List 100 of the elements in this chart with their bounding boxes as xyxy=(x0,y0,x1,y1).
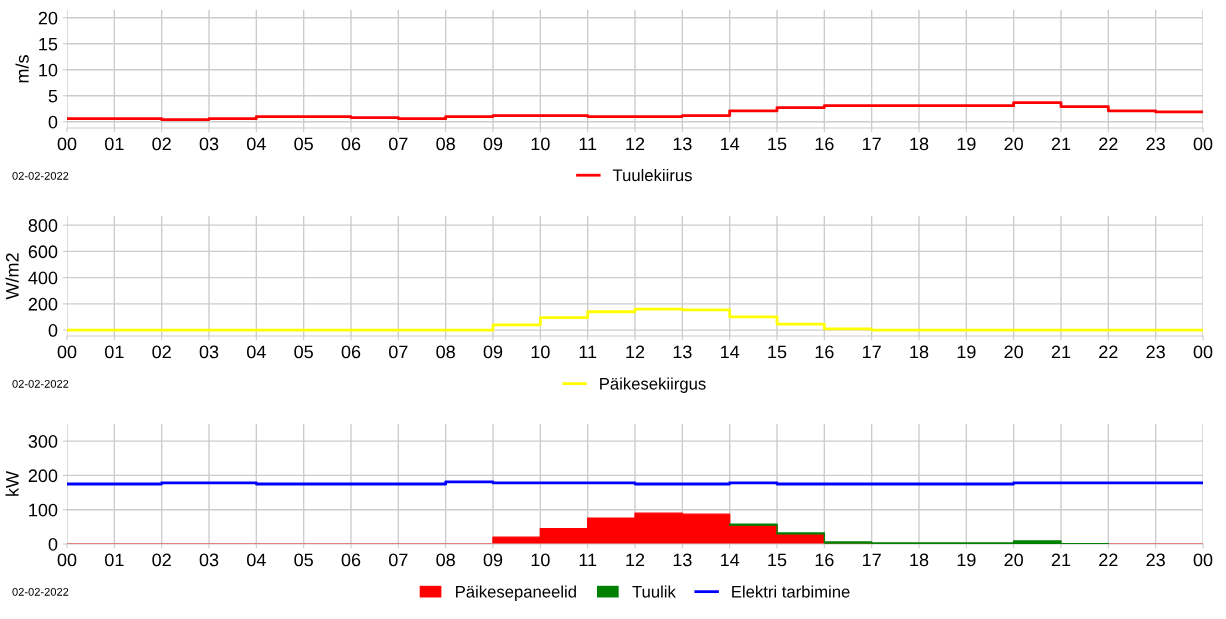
x-tick-label: 17 xyxy=(863,553,881,567)
x-tick-label: 14 xyxy=(721,137,740,151)
x-tick-label: 20 xyxy=(1004,345,1023,359)
x-tick-label: 04 xyxy=(247,137,266,151)
text: 02-02-2022 xyxy=(12,379,69,388)
x-tick-label: 11 xyxy=(579,137,597,151)
y-tick-label: 0 xyxy=(48,115,58,129)
x-tick-label: 02 xyxy=(152,345,171,359)
y-tick-label: 200 xyxy=(28,469,58,483)
y-tick-label: 100 xyxy=(29,503,58,517)
x-tick-label: 04 xyxy=(247,345,266,359)
x-tick-label: 15 xyxy=(768,345,787,359)
y-tick-label: 20 xyxy=(38,11,58,25)
legend-label: Tuulekiirus xyxy=(612,168,692,182)
x-tick-label: 09 xyxy=(483,553,503,567)
x-tick-label: 13 xyxy=(673,553,692,567)
x-tick-label: 21 xyxy=(1051,137,1071,151)
x-tick-label: 16 xyxy=(815,345,834,359)
x-tick-label: 08 xyxy=(436,345,455,359)
x-tick-label: 07 xyxy=(389,137,408,151)
y-tick-label: 5 xyxy=(48,89,58,103)
x-tick-label: 10 xyxy=(531,345,550,359)
x-tick-label: 06 xyxy=(341,345,361,359)
x-tick-label: 07 xyxy=(389,345,408,359)
x-tick-label: 01 xyxy=(105,345,124,359)
x-tick-label: 16 xyxy=(815,137,834,151)
x-tick-label: 02 xyxy=(152,553,171,567)
x-tick-label: 21 xyxy=(1051,553,1071,567)
legend-label: Elektri tarbimine xyxy=(732,585,850,598)
x-tick-label: 02 xyxy=(152,137,171,151)
x-tick-label: 03 xyxy=(199,345,219,359)
x-tick-label: 13 xyxy=(673,137,692,151)
y-tick-label: 0 xyxy=(48,324,58,337)
text: 02-02-2022 xyxy=(12,171,69,180)
x-tick-label: 01 xyxy=(105,137,124,151)
y-tick-label: 0 xyxy=(48,537,58,551)
x-tick-label: 14 xyxy=(721,553,740,567)
x-tick-label: 09 xyxy=(483,137,503,151)
x-tick-label: 18 xyxy=(910,137,929,151)
x-tick-label: 05 xyxy=(294,345,313,359)
x-tick-label: 19 xyxy=(957,553,976,567)
x-tick-label: 05 xyxy=(294,553,313,567)
x-tick-label: 19 xyxy=(957,137,976,151)
x-tick-label: 00 xyxy=(1193,553,1213,567)
x-tick-label: 19 xyxy=(957,345,976,359)
x-tick-label: 03 xyxy=(199,137,219,151)
x-tick-label: 00 xyxy=(57,553,77,567)
x-tick-label: 12 xyxy=(626,553,645,567)
x-tick-label: 17 xyxy=(863,137,881,151)
legend-label: Päikesekiirgus xyxy=(600,377,706,393)
x-tick-label: 20 xyxy=(1004,137,1023,151)
x-tick-label: 23 xyxy=(1146,345,1165,359)
x-tick-label: 03 xyxy=(199,553,219,567)
x-tick-label: 00 xyxy=(57,137,77,151)
x-tick-label: 22 xyxy=(1099,345,1118,359)
x-tick-label: 18 xyxy=(910,345,929,359)
x-tick-label: 14 xyxy=(721,345,740,359)
x-tick-label: 08 xyxy=(436,137,455,151)
x-tick-label: 09 xyxy=(483,345,503,359)
x-tick-label: 20 xyxy=(1004,553,1023,567)
x-tick-label: 16 xyxy=(815,553,834,567)
x-tick-label: 13 xyxy=(673,345,692,359)
y-tick-label: 300 xyxy=(28,435,58,448)
x-tick-label: 10 xyxy=(531,553,550,567)
legend-label: Tuulik xyxy=(632,585,676,598)
x-tick-label: 06 xyxy=(341,553,361,567)
x-tick-label: 15 xyxy=(768,553,787,567)
x-tick-label: 15 xyxy=(768,137,787,151)
y-tick-label: 200 xyxy=(28,297,58,311)
x-tick-label: 22 xyxy=(1099,553,1118,567)
x-tick-label: 08 xyxy=(436,553,455,567)
y-tick-label: 800 xyxy=(28,219,58,232)
y-axis-title: W/m2 xyxy=(5,253,19,300)
x-tick-label: 07 xyxy=(389,553,408,567)
y-axis-title: m/s xyxy=(15,55,29,83)
y-tick-label: 10 xyxy=(39,63,58,77)
x-tick-label: 05 xyxy=(294,137,313,151)
x-tick-label: 23 xyxy=(1146,137,1165,151)
x-tick-label: 18 xyxy=(910,553,929,567)
x-tick-label: 00 xyxy=(1193,137,1213,151)
x-tick-label: 11 xyxy=(579,345,597,359)
y-tick-label: 600 xyxy=(28,245,58,259)
legend-label: Päikesepaneelid xyxy=(456,585,576,601)
y-tick-label: 400 xyxy=(28,271,58,285)
x-tick-label: 22 xyxy=(1099,137,1118,151)
x-tick-label: 23 xyxy=(1146,553,1165,567)
x-tick-label: 12 xyxy=(626,345,645,359)
x-tick-label: 00 xyxy=(57,345,77,359)
y-tick-label: 15 xyxy=(39,37,58,51)
x-tick-label: 11 xyxy=(579,553,597,567)
x-tick-label: 21 xyxy=(1051,345,1071,359)
x-tick-label: 01 xyxy=(105,553,124,567)
y-axis-title: kW xyxy=(5,471,19,496)
text: 02-02-2022 xyxy=(12,587,69,596)
x-tick-label: 12 xyxy=(626,137,645,151)
x-tick-label: 00 xyxy=(1193,345,1213,359)
x-tick-label: 17 xyxy=(863,345,881,359)
x-tick-label: 10 xyxy=(531,137,550,151)
x-tick-label: 06 xyxy=(341,137,361,151)
x-tick-label: 04 xyxy=(247,553,266,567)
